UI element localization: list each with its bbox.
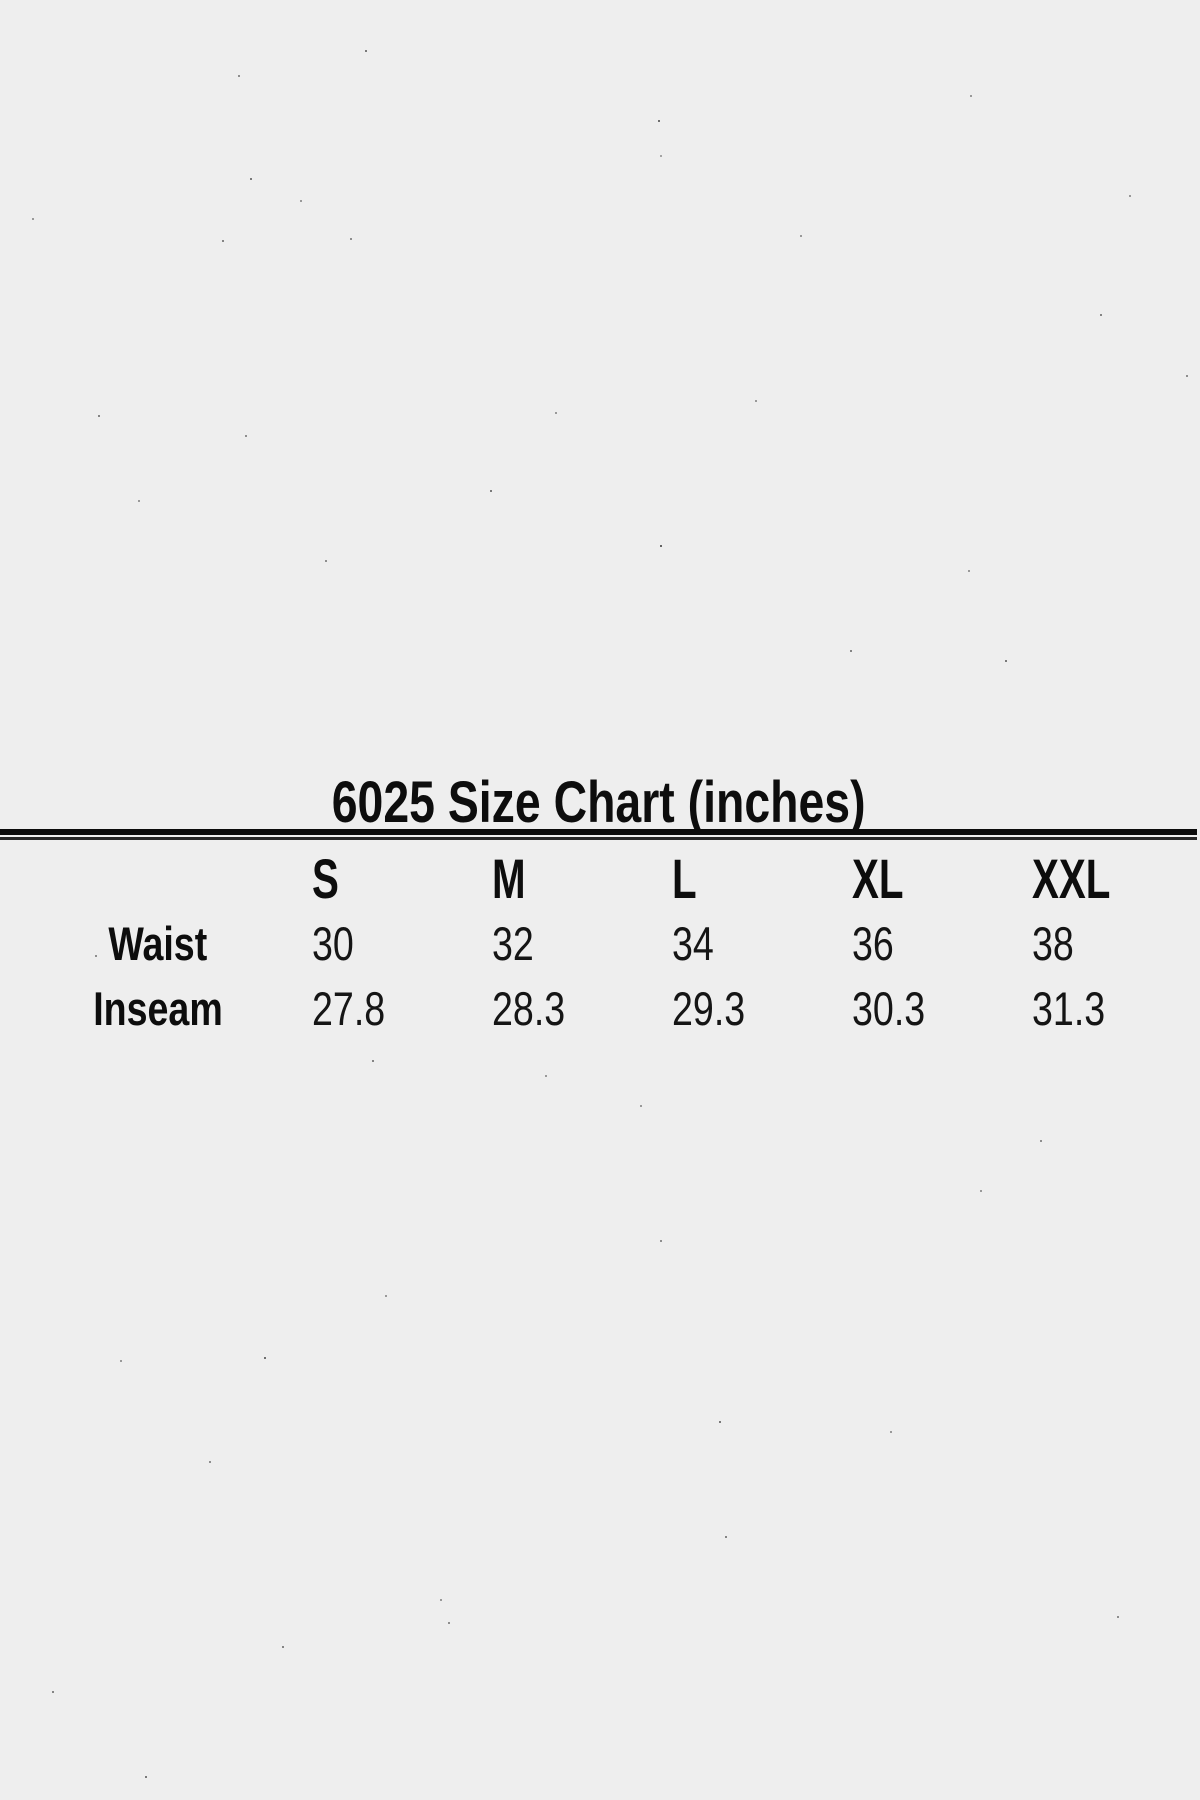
column-header-size-4: XL: [840, 846, 1020, 911]
header-divider: [0, 829, 1197, 840]
table-cell-inseam-s: 27.8: [300, 981, 480, 1036]
row-label-waist: Waist: [0, 916, 300, 971]
table-cell-inseam-xxl: 31.3: [1020, 981, 1200, 1036]
cell-value-text: 38: [1032, 917, 1074, 970]
column-header-size-3: L: [660, 846, 840, 911]
table-cell-waist-m: 32: [480, 916, 660, 971]
table-cell-waist-l: 34: [660, 916, 840, 971]
table-cell-inseam-xl: 30.3: [840, 981, 1020, 1036]
table-cell-waist-xl: 36: [840, 916, 1020, 971]
cell-value-text: 30.3: [852, 982, 926, 1035]
table-cell-waist-s: 30: [300, 916, 480, 971]
row-label-inseam: Inseam: [0, 981, 300, 1036]
header-divider-thick-line: [0, 829, 1197, 835]
column-header-text: S: [312, 847, 339, 910]
column-header-size-5: XXL: [1020, 846, 1200, 911]
row-label-text: Inseam: [93, 982, 223, 1035]
row-label-text: Waist: [108, 917, 208, 970]
noise-specks: [0, 0, 2, 2]
cell-value-text: 31.3: [1032, 982, 1106, 1035]
column-header-size-1: S: [300, 846, 480, 911]
table-cell-inseam-l: 29.3: [660, 981, 840, 1036]
cell-value-text: 27.8: [312, 982, 386, 1035]
table-cell-waist-xxl: 38: [1020, 916, 1200, 971]
cell-value-text: 28.3: [492, 982, 566, 1035]
column-header-size-2: M: [480, 846, 660, 911]
cell-value-text: 29.3: [672, 982, 746, 1035]
column-header-text: M: [492, 847, 526, 910]
size-chart-title: 6025 Size Chart (inches): [0, 774, 1197, 832]
cell-value-text: 30: [312, 917, 354, 970]
cell-value-text: 32: [492, 917, 534, 970]
header-divider-thin-line: [0, 837, 1197, 840]
column-header-text: L: [672, 847, 697, 910]
table-cell-inseam-m: 28.3: [480, 981, 660, 1036]
size-chart-title-text: 6025 Size Chart (inches): [331, 770, 866, 835]
cell-value-text: 34: [672, 917, 714, 970]
column-header-text: XXL: [1032, 847, 1111, 910]
size-table: S M L XL XXL Waist 30 32 34 36 38 Inseam…: [0, 846, 1200, 1041]
column-header-text: XL: [852, 847, 904, 910]
cell-value-text: 36: [852, 917, 894, 970]
